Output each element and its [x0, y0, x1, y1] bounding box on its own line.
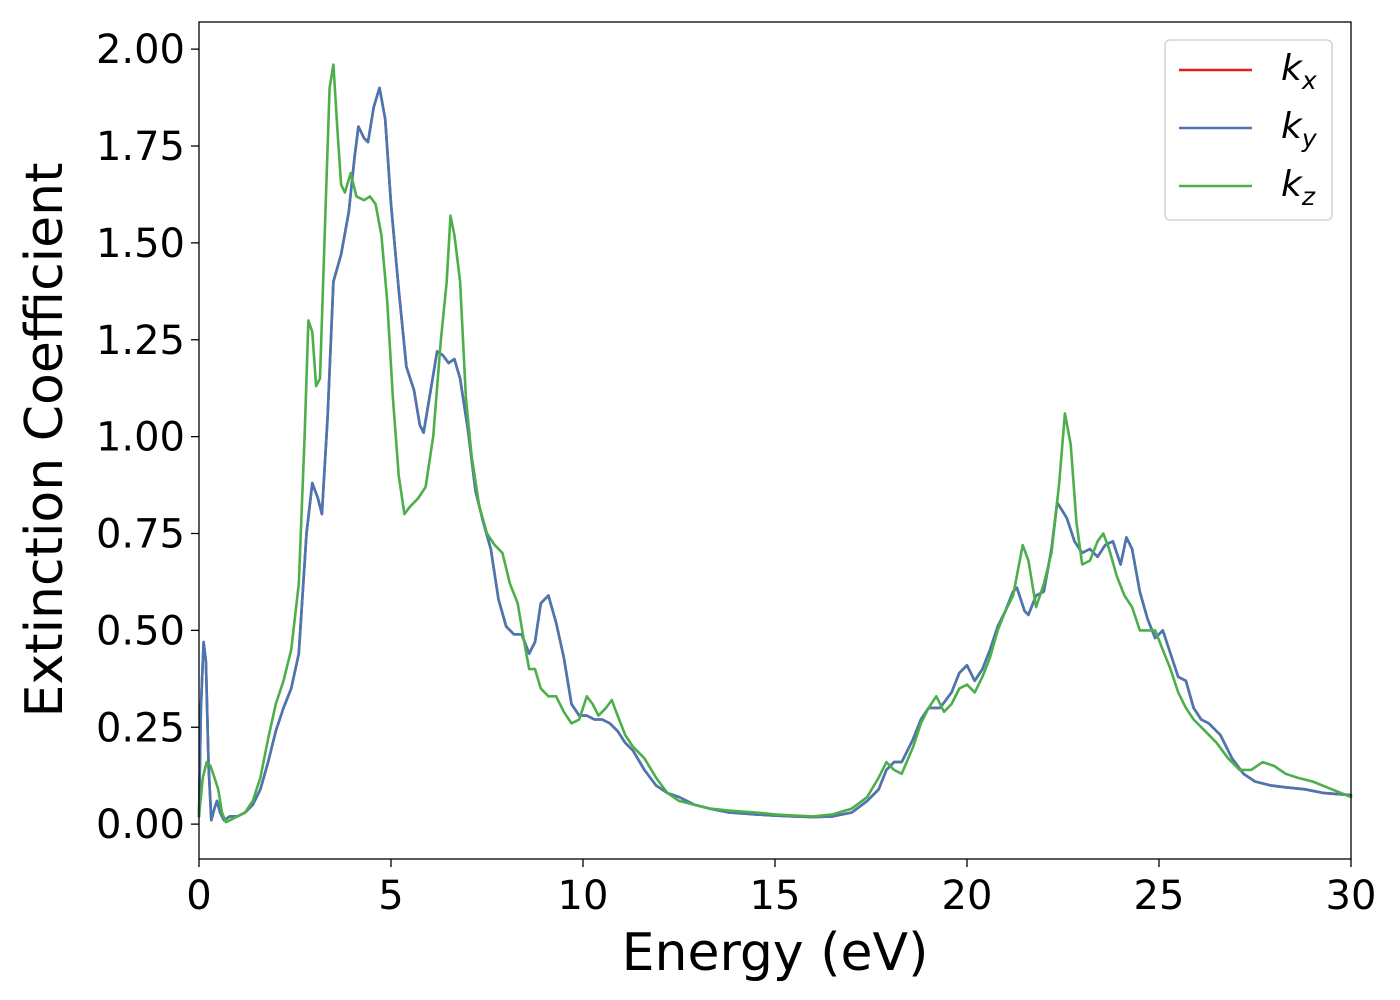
- series-layer: [197, 63, 1353, 824]
- x-tick-label: 15: [750, 873, 801, 919]
- series-line-z: [197, 63, 1353, 824]
- y-tick-label: 0.25: [96, 705, 185, 751]
- y-tick-label: 0.50: [96, 608, 185, 654]
- x-tick-label: 25: [1134, 873, 1185, 919]
- y-tick-label: 1.50: [96, 221, 185, 267]
- x-axis: 0 5 10 15 20 25 30: [186, 859, 1376, 919]
- y-tick-label: 1.25: [96, 318, 185, 364]
- y-tick-label: 0.00: [96, 802, 185, 848]
- y-axis-label: Extinction Coefficient: [15, 163, 75, 718]
- y-tick-label: 2.00: [96, 27, 185, 73]
- x-tick-label: 30: [1326, 873, 1377, 919]
- x-tick-label: 5: [378, 873, 403, 919]
- y-tick-label: 1.75: [96, 124, 185, 170]
- x-tick-label: 10: [558, 873, 609, 919]
- y-axis: 0.00 0.25 0.50 0.75 1.00 1.25 1.50 1.75 2.00: [96, 27, 199, 848]
- x-tick-label: 0: [186, 873, 211, 919]
- y-tick-label: 1.00: [96, 415, 185, 461]
- x-tick-label: 20: [942, 873, 993, 919]
- legend-box: [1164, 39, 1333, 221]
- y-tick-label: 0.75: [96, 512, 185, 558]
- x-axis-label: Energy (eV): [622, 923, 929, 983]
